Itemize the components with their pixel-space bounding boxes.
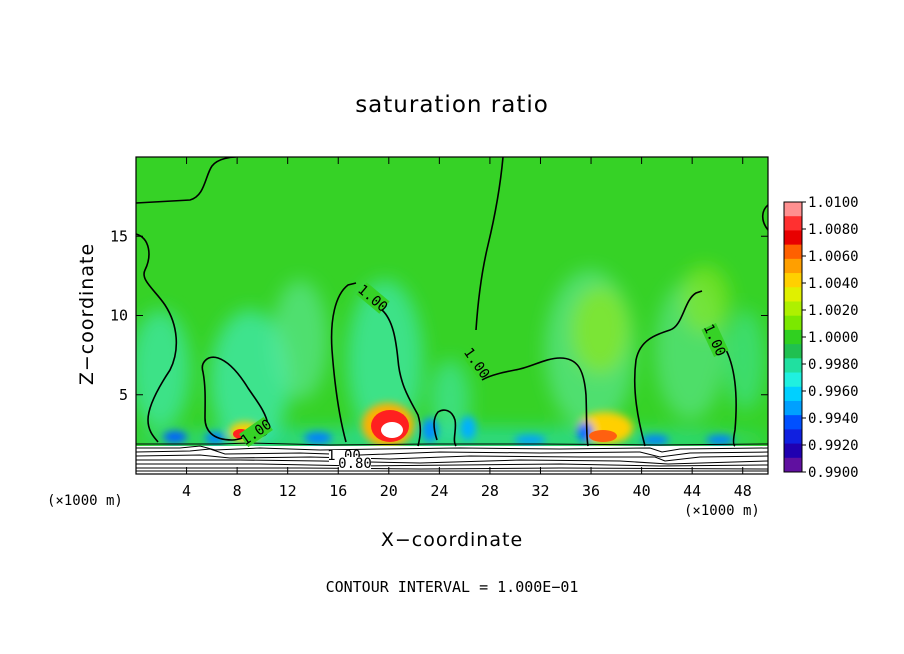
colorbar-swatch	[784, 216, 802, 231]
colorbar-label: 0.9900	[808, 465, 859, 481]
colorbar-label: 1.0100	[808, 195, 859, 211]
colorbar-swatch	[784, 301, 802, 317]
contour-interval-note: CONTOUR INTERVAL = 1.000E−01	[326, 578, 579, 596]
y-axis-label: Z−coordinate	[76, 243, 98, 385]
contour-30km-lower	[481, 357, 589, 447]
colorbar-swatch	[784, 358, 802, 374]
colorbar-swatch	[784, 315, 802, 331]
contour-25km	[433, 409, 457, 447]
dry-14km	[304, 432, 332, 444]
dry-30km	[514, 435, 546, 445]
colorbar-label: 1.0060	[808, 249, 859, 265]
chart-title: saturation ratio	[355, 92, 549, 118]
y-tick-label: 10	[110, 307, 128, 325]
dry-7km	[205, 432, 225, 444]
x-tick-label: 36	[582, 482, 600, 500]
x-tick-label: 20	[380, 482, 398, 500]
peak-20km-white	[381, 422, 403, 438]
x-tick-label: 8	[233, 482, 242, 500]
contour-40km	[633, 290, 703, 447]
colorbar-label: 1.0020	[808, 303, 859, 319]
surface-line-1	[136, 442, 768, 446]
colorbar-swatch	[784, 372, 802, 388]
contour-20km-right	[381, 309, 422, 447]
contour-lines	[136, 157, 768, 447]
colorbar-swatch	[784, 400, 802, 416]
x-tick-label: 4	[182, 482, 191, 500]
x-axis-label: X−coordinate	[381, 529, 523, 551]
y-tick-label: 5	[119, 386, 128, 404]
colorbar-label: 0.9960	[808, 384, 859, 400]
warm-upper-44km	[680, 265, 730, 335]
colorbar-label: 0.9940	[808, 411, 859, 427]
colorbar-swatch	[784, 230, 802, 246]
plume-8km	[210, 310, 290, 450]
plume-12km	[272, 280, 328, 400]
colorbar-swatch	[784, 429, 802, 445]
colorbar-swatch	[784, 244, 802, 260]
plume-20km	[347, 280, 423, 440]
x-tick-label: 32	[531, 482, 549, 500]
plume-left	[136, 310, 190, 430]
surface-contours	[136, 442, 768, 472]
colorbar-swatch	[784, 329, 802, 345]
x-axis: 4 8 12 16 20 24 28 32 36 40 44 48	[182, 157, 752, 500]
x-tick-label: 12	[279, 482, 297, 500]
plume-26km	[430, 360, 470, 440]
colorbar-label: 1.0000	[808, 330, 859, 346]
x-tick-label: 40	[633, 482, 651, 500]
contour-left	[136, 233, 178, 443]
dry-25km	[422, 418, 438, 442]
colorbar: 1.0100 1.0080 1.0060 1.0040 1.0020 1.0000 0.99…	[783, 195, 859, 481]
x-unit-left: (×1000 m)	[47, 493, 123, 509]
colorbar-label: 0.9920	[808, 438, 859, 454]
peak-38km	[589, 430, 617, 442]
dry-35km	[577, 422, 593, 442]
contour-20km	[330, 282, 357, 443]
dry-26km	[460, 416, 476, 440]
surface-line-4	[136, 454, 768, 462]
colorbar-swatch	[784, 443, 802, 459]
x-tick-label: 48	[734, 482, 752, 500]
colorbar-swatch	[784, 258, 802, 274]
contour-44km	[723, 345, 737, 447]
colorbar-swatch	[784, 457, 802, 473]
colorbar-swatch	[784, 386, 802, 402]
colorbar-swatch	[784, 202, 802, 217]
plume-48km	[725, 310, 765, 410]
surface-line-6	[136, 463, 768, 467]
dry-42km	[641, 435, 669, 445]
colorbar-label: 1.0040	[808, 276, 859, 292]
contour-right-edge	[761, 204, 768, 231]
y-axis: 5 10 15	[110, 227, 768, 404]
surface-line-3	[136, 448, 768, 458]
dry-47km	[706, 435, 734, 445]
colorbar-swatch	[784, 287, 802, 302]
dry-5km	[163, 431, 187, 443]
warm-upper-38km	[570, 285, 630, 375]
colorbar-label: 0.9980	[808, 357, 859, 373]
contour-30km	[475, 157, 504, 331]
y-tick-label: 15	[110, 227, 128, 245]
x-tick-label: 24	[430, 482, 448, 500]
surface-line-7	[136, 467, 768, 470]
surface-line-2	[136, 445, 768, 453]
colorbar-label: 1.0080	[808, 222, 859, 238]
x-tick-label: 28	[481, 482, 499, 500]
colorbar-swatch	[784, 344, 802, 359]
colorbar-swatch	[784, 273, 802, 288]
x-tick-label: 44	[683, 482, 701, 500]
surface-line-5	[136, 459, 768, 465]
colorbar-swatch	[784, 415, 802, 430]
contour-label-6: 0.80	[338, 456, 372, 472]
x-tick-label: 16	[329, 482, 347, 500]
heatmap-field	[136, 157, 768, 474]
x-unit-right: (×1000 m)	[684, 503, 760, 519]
